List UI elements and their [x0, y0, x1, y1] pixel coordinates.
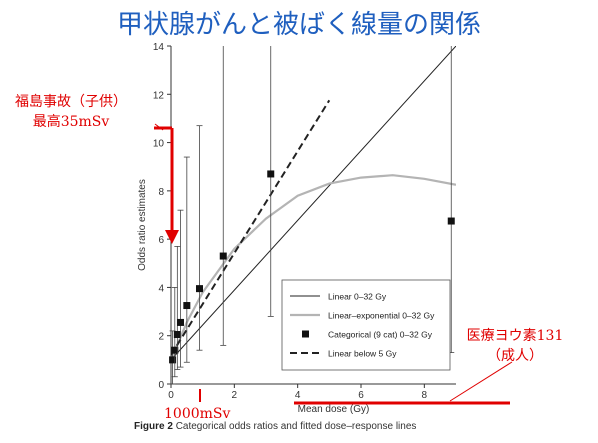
data-point — [183, 302, 191, 310]
figure-caption-text: Categorical odds ratios and fitted dose–… — [175, 421, 417, 432]
series-line-1 — [171, 46, 456, 361]
x-tick-label: 2 — [232, 390, 238, 401]
legend-marker — [302, 330, 309, 338]
y-tick-label: 10 — [153, 139, 165, 150]
fukushima-annotation: 福島事故（子供） 最高35mSv — [6, 92, 136, 132]
series-line-2 — [171, 174, 456, 361]
x-tick-label: 4 — [295, 390, 301, 401]
fukushima-pointer — [154, 123, 164, 131]
legend-label: Linear 0–32 Gy — [328, 292, 387, 302]
y-tick-label: 12 — [153, 90, 165, 101]
figure-label: Figure 2 — [134, 421, 173, 432]
x-axis-label: Mean dose (Gy) — [298, 404, 370, 415]
y-tick-label: 0 — [158, 380, 164, 391]
data-point — [169, 356, 177, 364]
data-point — [267, 170, 275, 178]
data-point — [173, 331, 181, 339]
data-point — [196, 285, 203, 293]
x-tick-label: 8 — [422, 390, 428, 401]
data-point — [219, 252, 227, 260]
fukushima-arrowhead — [165, 230, 179, 244]
x-tick-label: 6 — [358, 390, 364, 401]
data-point — [447, 217, 455, 225]
legend-label: Linear below 5 Gy — [328, 349, 397, 359]
data-point — [171, 346, 179, 354]
fukushima-annotation-line1: 福島事故（子供） — [15, 94, 127, 110]
y-tick-label: 8 — [158, 187, 164, 198]
x-tick-label: 0 — [168, 390, 174, 401]
iodine-pointer — [449, 361, 513, 402]
slide-title: 甲状腺がんと被ばく線量の関係 — [116, 10, 481, 40]
data-point — [177, 318, 184, 326]
y-tick-label: 6 — [158, 235, 164, 246]
legend-label: Categorical (9 cat) 0–32 Gy — [328, 330, 433, 340]
dose-1000-annotation: 1000mSv — [164, 406, 231, 422]
y-axis-label: Odds ratio estimates — [137, 179, 148, 271]
iodine-annotation: 医療ヨウ素131 （成人） — [440, 326, 590, 366]
figure-caption: Figure 2 Categorical odds ratios and fit… — [134, 421, 416, 432]
y-tick-label: 4 — [158, 283, 164, 294]
legend-box — [281, 279, 451, 371]
series-line-3 — [171, 99, 331, 356]
iodine-annotation-line1: 医療ヨウ素131 — [466, 328, 564, 344]
y-tick-label: 2 — [158, 332, 164, 343]
iodine-annotation-line2: （成人） — [487, 348, 543, 364]
legend-label: Linear–exponential 0–32 Gy — [328, 311, 435, 321]
y-tick-label: 14 — [153, 42, 165, 53]
fukushima-annotation-line2: 最高35mSv — [32, 114, 110, 130]
